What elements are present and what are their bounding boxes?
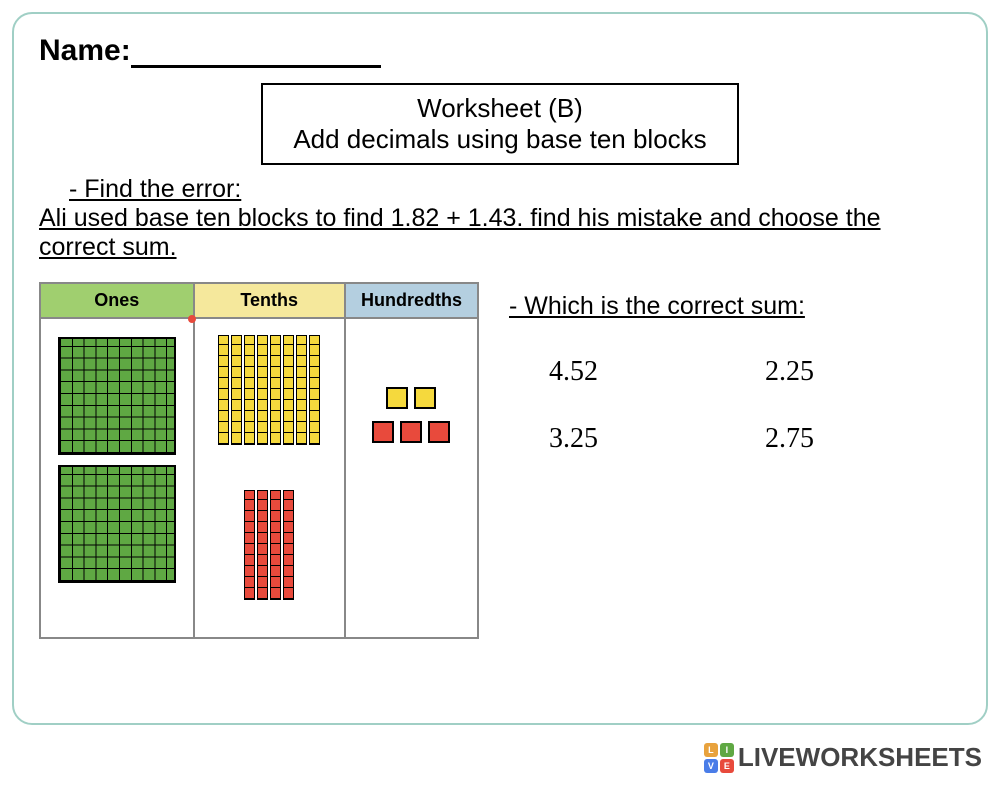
question-heading: - Which is the correct sum: [509, 292, 961, 321]
answer-option[interactable]: 2.25 [765, 356, 961, 388]
worksheet-title-box: Worksheet (B) Add decimals using base te… [261, 83, 738, 165]
ones-cell [40, 318, 194, 638]
logo-text: LIVEWORKSHEETS [738, 742, 982, 773]
worksheet-frame: Name: Worksheet (B) Add decimals using b… [12, 12, 988, 725]
logo-letter: V [704, 759, 718, 773]
logo-letter: I [720, 743, 734, 757]
name-field-row: Name: [39, 34, 961, 68]
header-hundredths: Hundredths [345, 283, 478, 318]
ones-block [58, 465, 176, 583]
red-rods [203, 490, 336, 600]
header-ones: Ones [40, 283, 194, 318]
question-panel: - Which is the correct sum: 4.52 2.25 3.… [509, 282, 961, 639]
instruction-body: Ali used base ten blocks to find 1.82 + … [39, 204, 961, 262]
tenth-rod [309, 335, 320, 445]
header-tenths: Tenths [194, 283, 345, 318]
tenth-rod [244, 490, 255, 600]
tenths-cell [194, 318, 345, 638]
title-line-2: Add decimals using base ten blocks [293, 124, 706, 155]
instruction-block: - Find the error: Ali used base ten bloc… [39, 175, 961, 262]
logo-letter: L [704, 743, 718, 757]
logo-letter: E [720, 759, 734, 773]
name-label: Name: [39, 34, 131, 67]
ones-block [58, 337, 176, 455]
tenth-rod [218, 335, 229, 445]
tenth-rod [283, 335, 294, 445]
tenth-rod [296, 335, 307, 445]
tenth-rod [270, 490, 281, 600]
instruction-heading: - Find the error: [69, 175, 961, 204]
decimal-point-icon [188, 315, 196, 323]
hundredth-unit [386, 387, 408, 409]
name-input-line[interactable] [131, 40, 381, 68]
answer-option[interactable]: 4.52 [549, 356, 745, 388]
yellow-rods [203, 335, 336, 445]
liveworksheets-logo: L I V E LIVEWORKSHEETS [704, 742, 982, 773]
answer-option[interactable]: 3.25 [549, 423, 745, 455]
hundredth-unit [372, 421, 394, 443]
hundredth-unit [414, 387, 436, 409]
title-line-1: Worksheet (B) [293, 93, 706, 124]
tenth-rod [270, 335, 281, 445]
tenth-rod [244, 335, 255, 445]
answer-option[interactable]: 2.75 [765, 423, 961, 455]
hundredths-cell [345, 318, 478, 638]
tenth-rod [231, 335, 242, 445]
base-ten-table: Ones Tenths Hundredths [39, 282, 479, 639]
logo-squares: L I V E [704, 743, 734, 773]
tenth-rod [283, 490, 294, 600]
unit-squares [354, 387, 469, 443]
blocks-table-wrap: Ones Tenths Hundredths [39, 282, 479, 639]
content-row: Ones Tenths Hundredths [39, 282, 961, 639]
answer-grid: 4.52 2.25 3.25 2.75 [509, 356, 961, 455]
tenth-rod [257, 490, 268, 600]
hundredth-unit [400, 421, 422, 443]
hundredth-unit [428, 421, 450, 443]
tenth-rod [257, 335, 268, 445]
